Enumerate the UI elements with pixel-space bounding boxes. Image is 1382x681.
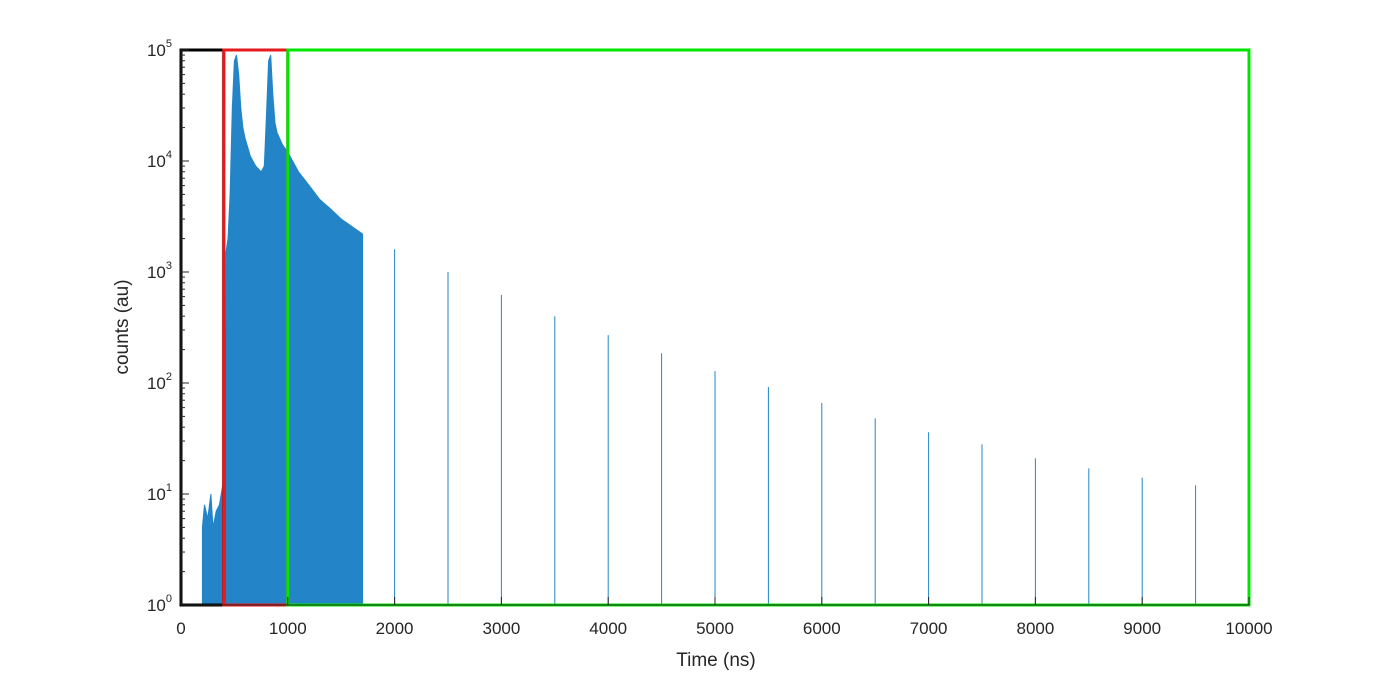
x-tick-label: 8000: [1016, 619, 1054, 638]
y-tick-label: 104: [147, 149, 172, 171]
x-tick-label: 10000: [1225, 619, 1272, 638]
x-tick-label: 1000: [269, 619, 307, 638]
y-axis-label: counts (au): [112, 279, 133, 374]
x-tick-label: 3000: [482, 619, 520, 638]
y-tick-label: 105: [147, 38, 172, 60]
x-tick-label: 6000: [803, 619, 841, 638]
x-tick-label: 4000: [589, 619, 627, 638]
x-tick-label: 5000: [696, 619, 734, 638]
axes: 0 1000 2000 3000 4000 5000 6000 7000 8000 9000 100…: [147, 38, 1273, 638]
y-tick-label: 101: [147, 482, 172, 504]
x-axis-label: Time (ns): [676, 650, 756, 671]
x-tick-label: 7000: [910, 619, 948, 638]
y-tick-label: 100: [147, 593, 172, 615]
x-tick-label: 9000: [1123, 619, 1161, 638]
series-0-area: [201, 54, 364, 606]
y-tick-label: 102: [147, 371, 172, 393]
plot-area: [181, 50, 1250, 606]
x-tick-label: 0: [176, 619, 185, 638]
y-tick-label: 103: [147, 260, 172, 282]
x-tick-label: 2000: [376, 619, 414, 638]
